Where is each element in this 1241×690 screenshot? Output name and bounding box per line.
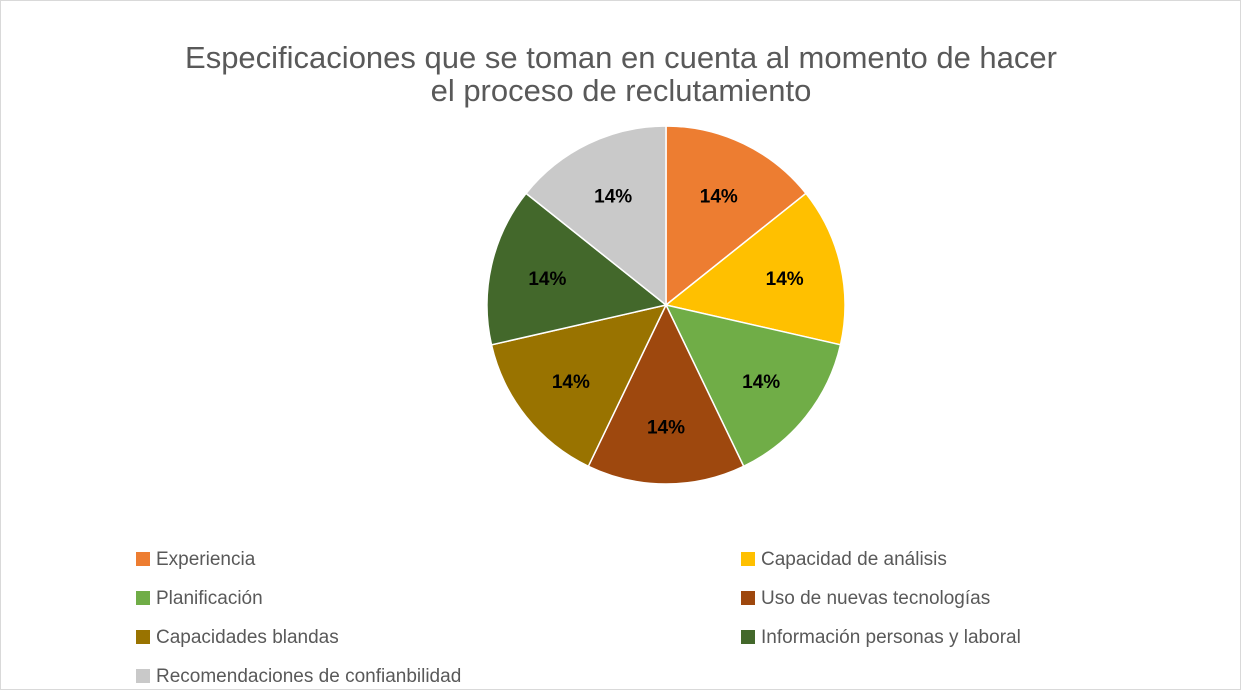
- pie-slice: [587, 303, 745, 485]
- legend-label: Capacidad de análisis: [761, 549, 947, 570]
- data-label: 14%: [700, 186, 738, 207]
- data-label: 14%: [552, 372, 590, 393]
- legend-label: Información personas y laboral: [761, 627, 1021, 648]
- chart-title: Especificaciones que se toman en cuenta …: [185, 40, 1057, 108]
- pie-slice: [524, 125, 667, 307]
- pie-slice: [486, 192, 668, 346]
- legend-swatch: [741, 591, 755, 605]
- legend-swatch: [136, 591, 150, 605]
- legend-swatch: [741, 552, 755, 566]
- legend-swatch: [136, 669, 150, 683]
- pie-slice: [664, 303, 842, 468]
- legend-label: Planificación: [156, 588, 263, 609]
- data-label: 14%: [742, 372, 780, 393]
- data-label: 14%: [766, 269, 804, 290]
- legend-swatch: [136, 552, 150, 566]
- legend-swatch: [136, 630, 150, 644]
- legend-label: Capacidades blandas: [156, 627, 339, 648]
- data-label: 14%: [528, 269, 566, 290]
- pie-slice: [490, 303, 668, 468]
- legend-label: Recomendaciones de confianbilidad: [156, 666, 461, 687]
- legend-label: Experiencia: [156, 549, 256, 570]
- pie-slice: [664, 192, 846, 346]
- legend-label: Uso de nuevas tecnologías: [761, 588, 990, 609]
- data-label: 14%: [647, 418, 685, 439]
- pie-slice: [665, 125, 808, 307]
- legend-swatch: [741, 630, 755, 644]
- data-label: 14%: [594, 186, 632, 207]
